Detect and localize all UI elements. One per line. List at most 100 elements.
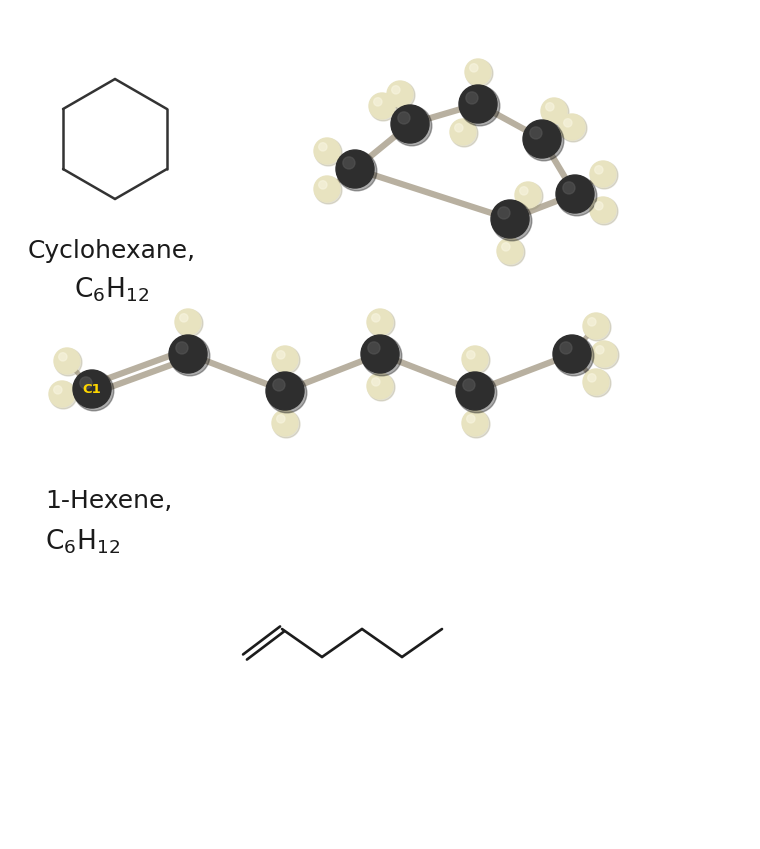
- Circle shape: [465, 59, 491, 85]
- Circle shape: [179, 313, 188, 322]
- Circle shape: [74, 371, 114, 411]
- Circle shape: [273, 346, 300, 374]
- Circle shape: [450, 119, 476, 145]
- Circle shape: [54, 348, 80, 374]
- Circle shape: [372, 378, 380, 386]
- Circle shape: [596, 346, 604, 354]
- Circle shape: [460, 86, 500, 126]
- Circle shape: [559, 114, 585, 140]
- Circle shape: [277, 414, 285, 423]
- Circle shape: [463, 411, 490, 438]
- Circle shape: [374, 98, 382, 106]
- Circle shape: [563, 182, 575, 194]
- Circle shape: [462, 410, 488, 436]
- Circle shape: [170, 336, 210, 376]
- Circle shape: [502, 243, 510, 251]
- Circle shape: [362, 336, 402, 376]
- Circle shape: [273, 379, 285, 391]
- Circle shape: [391, 86, 400, 94]
- Circle shape: [336, 150, 374, 188]
- Circle shape: [520, 187, 528, 195]
- Circle shape: [459, 85, 497, 123]
- Circle shape: [80, 377, 92, 389]
- Circle shape: [451, 120, 478, 147]
- Circle shape: [315, 138, 342, 166]
- Circle shape: [587, 374, 596, 382]
- Circle shape: [498, 239, 525, 266]
- Circle shape: [315, 177, 342, 204]
- Circle shape: [176, 342, 188, 354]
- Circle shape: [590, 161, 616, 187]
- Circle shape: [49, 382, 77, 409]
- Circle shape: [557, 176, 597, 216]
- Text: Cyclohexane,: Cyclohexane,: [28, 239, 196, 263]
- Circle shape: [530, 127, 542, 139]
- Text: 1-Hexene,: 1-Hexene,: [45, 489, 173, 513]
- Circle shape: [361, 335, 399, 373]
- Circle shape: [587, 318, 596, 326]
- Circle shape: [523, 120, 561, 158]
- Circle shape: [559, 115, 587, 142]
- Circle shape: [368, 342, 380, 354]
- Circle shape: [564, 119, 572, 127]
- Circle shape: [583, 369, 609, 395]
- Circle shape: [467, 351, 475, 359]
- Circle shape: [454, 124, 463, 132]
- Circle shape: [591, 161, 618, 189]
- Circle shape: [369, 93, 397, 121]
- Circle shape: [553, 335, 591, 373]
- Circle shape: [391, 105, 429, 143]
- Circle shape: [73, 370, 111, 408]
- Circle shape: [541, 98, 567, 124]
- Circle shape: [463, 346, 490, 374]
- Circle shape: [470, 64, 478, 72]
- Circle shape: [314, 176, 340, 202]
- Circle shape: [367, 309, 393, 335]
- Circle shape: [515, 182, 541, 208]
- Circle shape: [546, 103, 554, 111]
- Circle shape: [590, 197, 616, 223]
- Circle shape: [367, 373, 393, 399]
- Circle shape: [556, 175, 594, 213]
- Circle shape: [491, 200, 529, 238]
- Circle shape: [368, 310, 395, 337]
- Circle shape: [456, 372, 494, 410]
- Circle shape: [55, 349, 82, 376]
- Circle shape: [463, 379, 475, 391]
- Circle shape: [591, 198, 618, 225]
- Circle shape: [583, 313, 609, 339]
- Circle shape: [272, 346, 298, 372]
- Circle shape: [591, 341, 619, 369]
- Text: $\mathregular{C_6H_{12}}$: $\mathregular{C_6H_{12}}$: [74, 276, 150, 305]
- Circle shape: [54, 385, 62, 394]
- Circle shape: [584, 369, 611, 397]
- Circle shape: [175, 309, 201, 335]
- Circle shape: [594, 202, 603, 210]
- Circle shape: [273, 411, 300, 438]
- Circle shape: [387, 81, 413, 107]
- Circle shape: [337, 151, 377, 191]
- Circle shape: [176, 310, 203, 337]
- Circle shape: [457, 373, 497, 413]
- Circle shape: [591, 341, 617, 367]
- Circle shape: [169, 335, 207, 373]
- Circle shape: [369, 93, 395, 119]
- Circle shape: [314, 138, 340, 164]
- Circle shape: [584, 313, 611, 341]
- Circle shape: [59, 352, 67, 361]
- Circle shape: [392, 106, 432, 146]
- Text: C1: C1: [83, 383, 101, 396]
- Circle shape: [267, 373, 307, 413]
- Circle shape: [397, 112, 410, 124]
- Circle shape: [542, 98, 569, 126]
- Circle shape: [467, 414, 475, 423]
- Circle shape: [318, 143, 327, 151]
- Circle shape: [388, 82, 415, 109]
- Circle shape: [343, 157, 355, 169]
- Circle shape: [49, 381, 75, 407]
- Circle shape: [272, 410, 298, 436]
- Circle shape: [524, 121, 564, 160]
- Circle shape: [466, 92, 478, 104]
- Circle shape: [492, 201, 532, 241]
- Circle shape: [368, 374, 395, 401]
